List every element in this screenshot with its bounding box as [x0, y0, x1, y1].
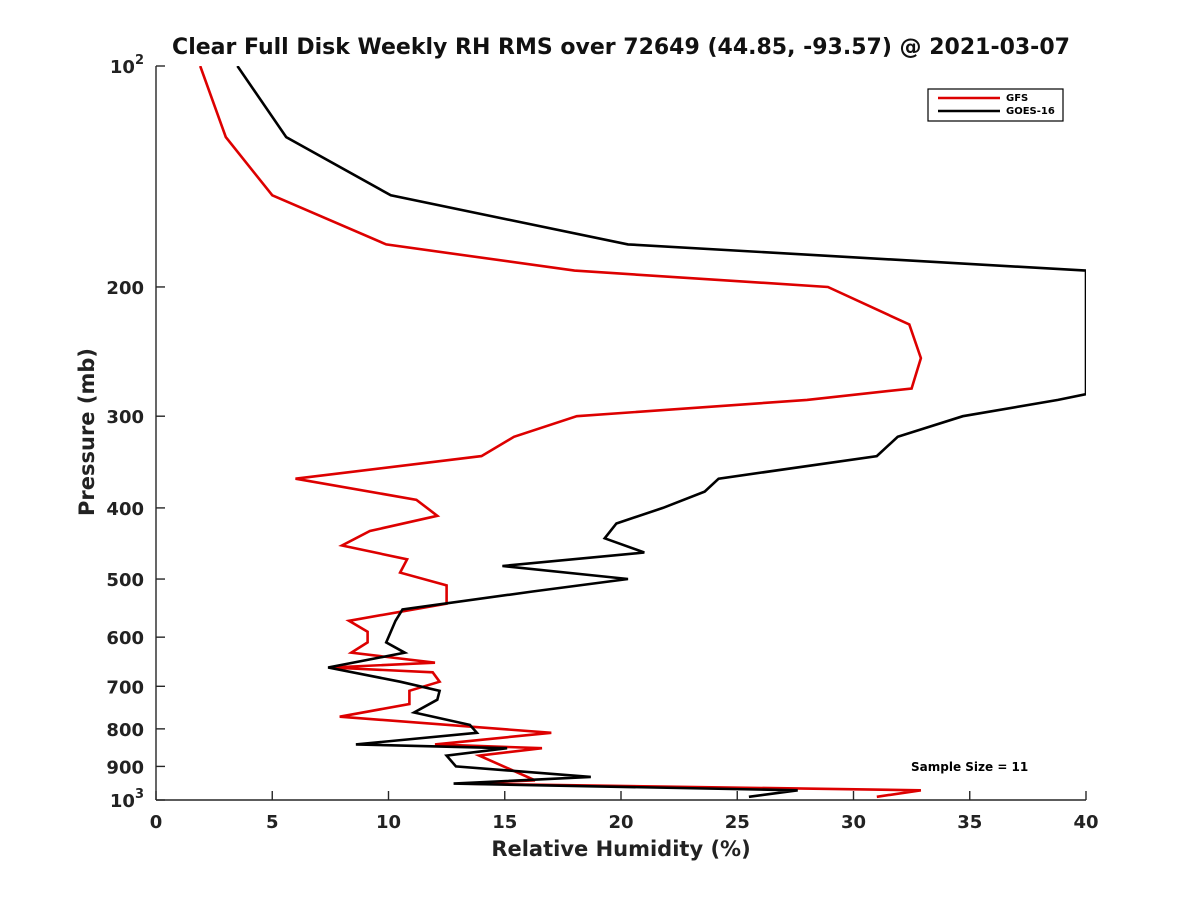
x-tick-label: 5 [266, 812, 279, 833]
y-tick-exponent: 3 [135, 787, 144, 802]
x-tick-label: 20 [608, 812, 633, 833]
x-tick-label: 25 [725, 812, 750, 833]
axes-layer: 0 5 10 15 20 25 30 35 40 102 200 300 400 500 600 700 800… [106, 53, 1098, 833]
x-tick-label: 10 [376, 812, 401, 833]
x-axis-label: Relative Humidity (%) [491, 837, 750, 861]
legend-box [927, 88, 1064, 122]
legend-goes16-label: GOES-16 [1006, 106, 1055, 117]
x-tick-label: 40 [1073, 812, 1098, 833]
series-layer [198, 66, 1086, 799]
chart-title: Clear Full Disk Weekly RH RMS over 72649… [172, 35, 1070, 60]
x-tick-label: 15 [492, 812, 517, 833]
series-line-goes-16 [236, 66, 1086, 799]
legend: GFS GOES-16 [927, 88, 1064, 122]
x-tick-label: 30 [841, 812, 866, 833]
x-tick-label: 35 [957, 812, 982, 833]
y-tick-label: 800 [106, 720, 144, 741]
x-tick-label: 0 [150, 812, 163, 833]
y-tick-label: 700 [106, 677, 144, 698]
y-tick-label: 102 [110, 53, 144, 78]
series-line-gfs [198, 66, 923, 799]
y-tick-label: 500 [106, 570, 144, 591]
y-tick-label: 400 [106, 499, 144, 520]
y-tick-label: 900 [106, 757, 144, 778]
y-axis-label: Pressure (mb) [75, 348, 99, 516]
legend-gfs-label: GFS [1006, 93, 1028, 104]
y-tick-label: 300 [106, 407, 144, 428]
y-tick-label: 200 [106, 278, 144, 299]
y-tick-exponent: 2 [135, 53, 144, 68]
y-tick-label: 103 [110, 787, 144, 812]
y-tick-label: 600 [106, 628, 144, 649]
sample-size-annotation: Sample Size = 11 [911, 760, 1028, 774]
